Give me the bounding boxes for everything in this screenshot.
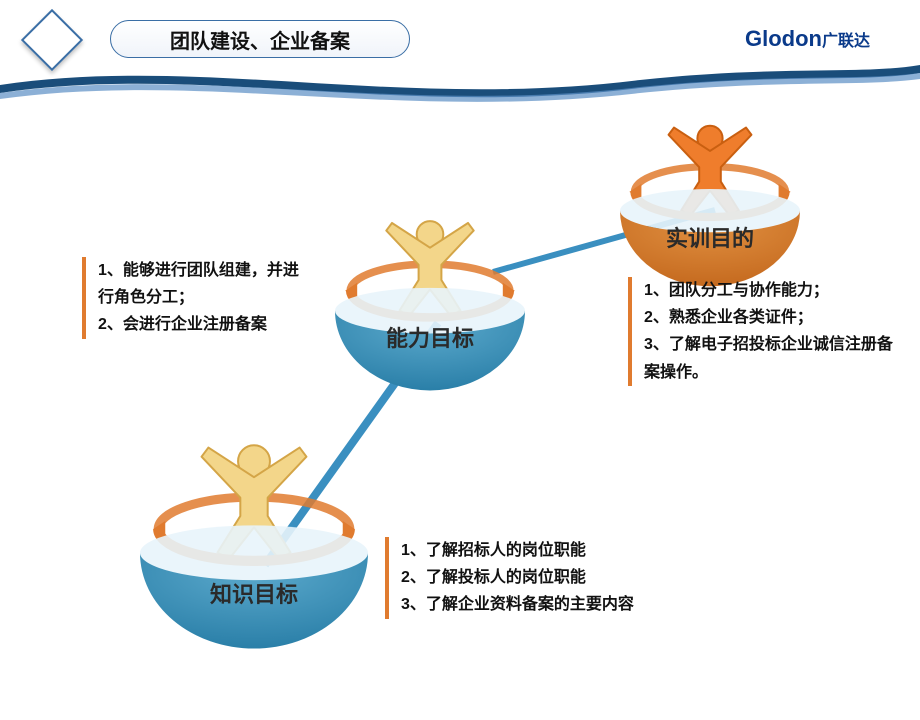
purpose-label: 实训目的	[620, 221, 800, 253]
knowledge-text: 1、了解招标人的岗位职能2、了解投标人的岗位职能3、了解企业资料备案的主要内容	[385, 537, 705, 619]
section-number: 2	[45, 25, 59, 56]
logo-text-en: Glodon	[745, 26, 822, 51]
logo-text-cn: 广联达	[822, 33, 870, 50]
purpose-text-content: 1、团队分工与协作能力；2、熟悉企业各类证件；3、了解电子招投标企业诚信注册备案…	[644, 282, 893, 381]
section-number-badge: 2	[21, 9, 83, 71]
knowledge-text-content: 1、了解招标人的岗位职能2、了解投标人的岗位职能3、了解企业资料备案的主要内容	[401, 542, 634, 613]
brand-logo: Glodon广联达	[745, 26, 870, 52]
ability-label: 能力目标	[335, 321, 525, 353]
wave-decoration	[0, 55, 920, 110]
ability-text-content: 1、能够进行团队组建，并进行角色分工；2、会进行企业注册备案	[98, 262, 299, 333]
slide-title: 团队建设、企业备案	[110, 20, 410, 58]
purpose-text: 1、团队分工与协作能力；2、熟悉企业各类证件；3、了解电子招投标企业诚信注册备案…	[628, 277, 908, 386]
knowledge-bowl: 知识目标	[140, 438, 368, 720]
knowledge-label: 知识目标	[140, 577, 368, 609]
ability-text: 1、能够进行团队组建，并进行角色分工；2、会进行企业注册备案	[82, 257, 312, 339]
slide-header: 2 团队建设、企业备案 Glodon广联达	[20, 10, 900, 60]
ability-bowl: 能力目标	[335, 215, 525, 461]
